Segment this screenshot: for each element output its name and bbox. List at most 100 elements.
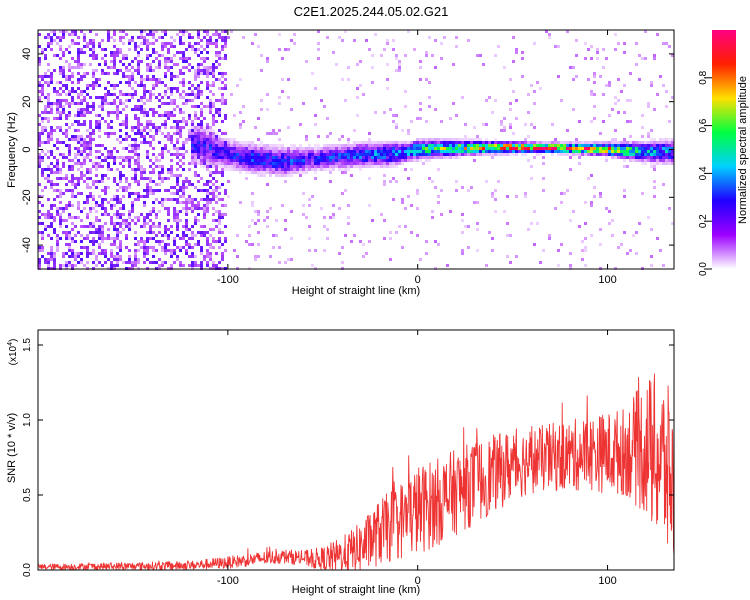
heatmap-cell bbox=[179, 264, 182, 267]
heatmap-cell bbox=[542, 162, 545, 165]
heatmap-cell bbox=[398, 141, 401, 144]
heatmap-cell bbox=[170, 102, 173, 105]
heatmap-cell bbox=[116, 201, 119, 204]
heatmap-cell bbox=[158, 171, 161, 174]
heatmap-cell bbox=[233, 156, 236, 159]
heatmap-cell bbox=[62, 255, 65, 258]
heatmap-cell bbox=[167, 60, 170, 63]
heatmap-cell bbox=[503, 150, 506, 153]
heatmap-cell bbox=[239, 141, 242, 144]
heatmap-cell bbox=[179, 249, 182, 252]
heatmap-cell bbox=[206, 255, 209, 258]
colorbar-tick-label: 0.6 bbox=[698, 118, 709, 132]
heatmap-cell bbox=[209, 39, 212, 42]
heatmap-cell bbox=[158, 177, 161, 180]
heatmap-cell bbox=[212, 69, 215, 72]
heatmap-cell bbox=[599, 141, 602, 144]
heatmap-cell bbox=[305, 216, 308, 219]
heatmap-cell bbox=[362, 93, 365, 96]
heatmap-cell bbox=[515, 141, 518, 144]
heatmap-cell bbox=[446, 144, 449, 147]
heatmap-cell bbox=[116, 231, 119, 234]
heatmap-cell bbox=[170, 126, 173, 129]
heatmap-cell bbox=[455, 180, 458, 183]
heatmap-cell bbox=[83, 147, 86, 150]
heatmap-cell bbox=[503, 210, 506, 213]
heatmap-cell bbox=[71, 195, 74, 198]
heatmap-cell bbox=[455, 147, 458, 150]
heatmap-cell bbox=[653, 150, 656, 153]
heatmap-cell bbox=[353, 162, 356, 165]
heatmap-cell bbox=[98, 96, 101, 99]
heatmap-cell bbox=[140, 42, 143, 45]
heatmap-cell bbox=[209, 129, 212, 132]
heatmap-cell bbox=[485, 144, 488, 147]
heatmap-cell bbox=[557, 141, 560, 144]
heatmap-cell bbox=[167, 168, 170, 171]
heatmap-cell bbox=[86, 216, 89, 219]
heatmap-cell bbox=[206, 147, 209, 150]
snr-x-axis-label: Height of straight line (km) bbox=[292, 584, 420, 596]
heatmap-cell bbox=[59, 195, 62, 198]
heatmap-cell bbox=[65, 87, 68, 90]
heatmap-cell bbox=[215, 141, 218, 144]
heatmap-cell bbox=[626, 156, 629, 159]
heatmap-cell bbox=[113, 264, 116, 267]
heatmap-cell bbox=[344, 162, 347, 165]
heatmap-cell bbox=[80, 138, 83, 141]
heatmap-cell bbox=[167, 42, 170, 45]
heatmap-cell bbox=[77, 111, 80, 114]
heatmap-cell bbox=[50, 168, 53, 171]
heatmap-cell bbox=[203, 189, 206, 192]
heatmap-cell bbox=[137, 156, 140, 159]
heatmap-cell bbox=[161, 204, 164, 207]
heatmap-cell bbox=[188, 255, 191, 258]
heatmap-cell bbox=[212, 81, 215, 84]
heatmap-cell bbox=[125, 219, 128, 222]
heatmap-cell bbox=[392, 162, 395, 165]
heatmap-cell bbox=[200, 93, 203, 96]
heatmap-cell bbox=[407, 150, 410, 153]
heatmap-cell bbox=[482, 144, 485, 147]
heatmap-cell bbox=[419, 144, 422, 147]
heatmap-cell bbox=[257, 171, 260, 174]
heatmap-cell bbox=[191, 159, 194, 162]
heatmap-cell bbox=[134, 180, 137, 183]
heatmap-cell bbox=[50, 207, 53, 210]
heatmap-cell bbox=[377, 153, 380, 156]
heatmap-cell bbox=[134, 150, 137, 153]
heatmap-cell bbox=[578, 153, 581, 156]
heatmap-cell bbox=[113, 60, 116, 63]
heatmap-cell bbox=[98, 204, 101, 207]
heatmap-cell bbox=[506, 255, 509, 258]
heatmap-cell bbox=[116, 96, 119, 99]
heatmap-cell bbox=[185, 123, 188, 126]
heatmap-cell bbox=[146, 120, 149, 123]
heatmap-cell bbox=[665, 156, 668, 159]
heatmap-cell bbox=[308, 150, 311, 153]
heatmap-cell bbox=[197, 129, 200, 132]
heatmap-cell bbox=[542, 141, 545, 144]
heatmap-cell bbox=[368, 153, 371, 156]
heatmap-cell bbox=[608, 84, 611, 87]
heatmap-cell bbox=[107, 213, 110, 216]
heatmap-cell bbox=[164, 261, 167, 264]
heatmap-cell bbox=[86, 252, 89, 255]
heatmap-cell bbox=[149, 159, 152, 162]
heatmap-cell bbox=[311, 150, 314, 153]
heatmap-cell bbox=[143, 126, 146, 129]
heatmap-cell bbox=[362, 141, 365, 144]
heatmap-cell bbox=[161, 30, 164, 33]
heatmap-cell bbox=[44, 36, 47, 39]
heatmap-cell bbox=[59, 102, 62, 105]
heatmap-cell bbox=[599, 195, 602, 198]
heatmap-cell bbox=[374, 159, 377, 162]
heatmap-cell bbox=[134, 252, 137, 255]
heatmap-cell bbox=[251, 192, 254, 195]
heatmap-cell bbox=[218, 72, 221, 75]
heatmap-cell bbox=[128, 216, 131, 219]
heatmap-cell bbox=[80, 90, 83, 93]
heatmap-cell bbox=[359, 147, 362, 150]
heatmap-cell bbox=[215, 171, 218, 174]
heatmap-cell bbox=[569, 150, 572, 153]
